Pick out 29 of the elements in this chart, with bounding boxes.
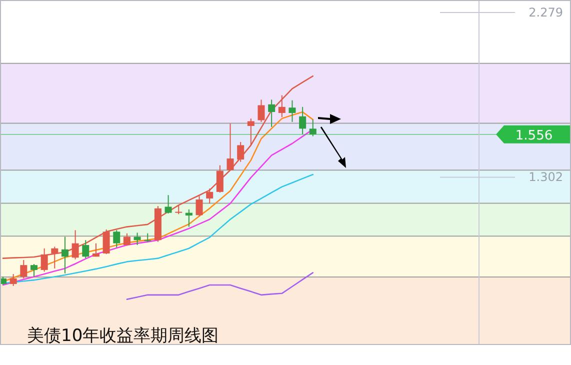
ref-line-label: 1.556 (515, 128, 553, 144)
candlestick (185, 208, 192, 228)
candlestick (237, 141, 244, 162)
candlestick (299, 106, 306, 135)
candlestick (226, 123, 234, 171)
candlestick (61, 236, 68, 274)
text: 美债10年收益率期周线图 (27, 326, 219, 346)
candlestick (113, 230, 120, 248)
candlestick (288, 100, 296, 122)
candlestick (278, 94, 286, 118)
candlestick (164, 194, 172, 214)
candlestick (10, 274, 17, 286)
candlestick (247, 118, 254, 146)
candlestick (30, 264, 38, 278)
line-series (126, 272, 314, 300)
candlestick (196, 196, 203, 217)
candlestick (82, 240, 90, 259)
candlestick (92, 242, 100, 258)
candlestick (123, 232, 130, 246)
y-tick-label: 2.279 (528, 5, 563, 20)
candlestick (20, 260, 28, 279)
candlestick (309, 119, 316, 137)
y-tick-label: 1.302 (528, 170, 563, 184)
candlestick (206, 188, 214, 204)
candlestick (134, 232, 141, 246)
candlestick (216, 164, 224, 194)
candlestick (102, 228, 110, 255)
candlestick (268, 99, 276, 128)
candlestick (258, 99, 265, 122)
